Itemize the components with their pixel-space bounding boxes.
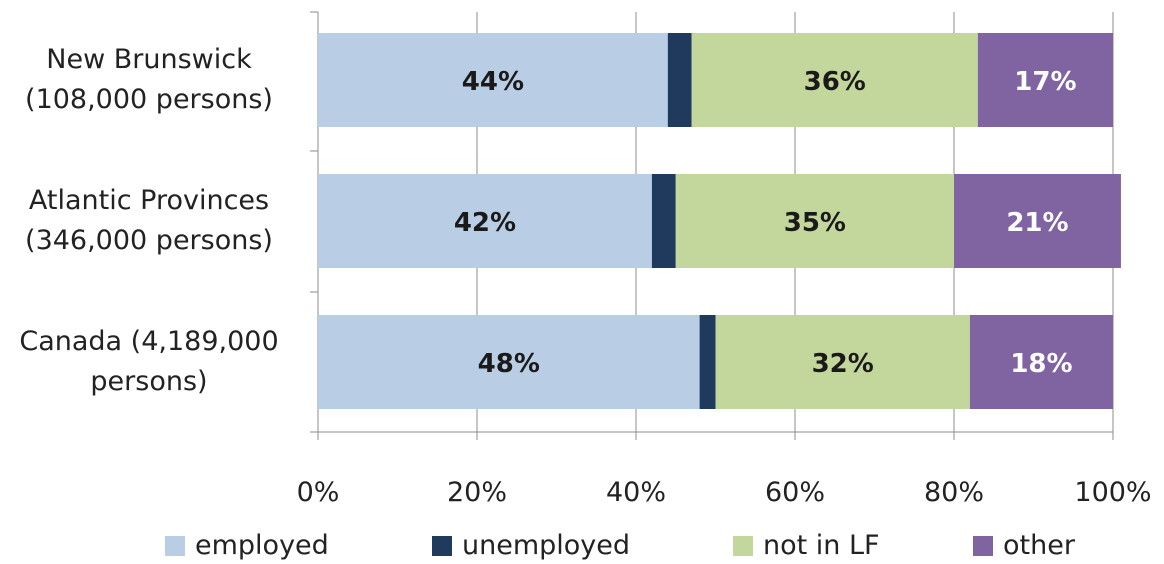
- bar-segment-other: [977, 33, 1113, 127]
- legend-label: unemployed: [462, 530, 631, 561]
- legend-swatch: [973, 536, 993, 556]
- data-label: 18%: [1010, 349, 1072, 379]
- data-label: 21%: [1006, 208, 1068, 238]
- x-tick-label: 0%: [296, 477, 340, 508]
- legend-label: employed: [195, 530, 329, 561]
- legend-swatch: [432, 536, 452, 556]
- legend-item: employed: [165, 528, 329, 564]
- bar-segment-not-in-lf: [715, 315, 970, 409]
- bar-segment-not-in-lf: [691, 33, 978, 127]
- bar-segment-unemployed: [651, 174, 676, 268]
- category-label-line: Atlantic Provinces: [28, 185, 270, 216]
- legend-label: other: [1003, 530, 1075, 561]
- legend-item: unemployed: [432, 528, 630, 564]
- category-label-line: persons): [90, 366, 208, 397]
- data-label: 42%: [454, 208, 516, 238]
- x-tick-label: 20%: [446, 477, 507, 508]
- x-tick-label: 80%: [923, 477, 984, 508]
- category-label-line: (346,000 persons): [25, 225, 273, 256]
- category-label: Canada (4,189,000 persons): [0, 322, 298, 402]
- category-label: Atlantic Provinces (346,000 persons): [0, 181, 298, 261]
- legend-item: not in LF: [733, 528, 880, 564]
- x-tick-label: 40%: [605, 477, 666, 508]
- data-label: 17%: [1014, 67, 1076, 97]
- category-label-line: Canada (4,189,000: [19, 326, 279, 357]
- category-label-line: New Brunswick: [46, 44, 252, 75]
- bar-segment-not-in-lf: [675, 174, 954, 268]
- legend-swatch: [733, 536, 753, 556]
- bar-segment-employed: [318, 174, 652, 268]
- bar-segment-employed: [318, 315, 700, 409]
- data-label: 48%: [478, 349, 540, 379]
- legend-swatch: [165, 536, 185, 556]
- legend-item: other: [973, 528, 1075, 564]
- bar-segment-unemployed: [699, 315, 716, 409]
- bar-segment-other: [954, 174, 1121, 268]
- data-label: 36%: [804, 67, 866, 97]
- bar-segment-employed: [318, 33, 668, 127]
- data-label: 44%: [462, 67, 524, 97]
- bar-segment-unemployed: [667, 33, 692, 127]
- data-label: 32%: [812, 349, 874, 379]
- x-tick-label: 100%: [1074, 477, 1152, 508]
- data-label: 35%: [784, 208, 846, 238]
- x-tick-label: 60%: [764, 477, 825, 508]
- legend-label: not in LF: [763, 530, 880, 561]
- chart-legend: employed unemployed not in LF other: [0, 528, 1164, 564]
- category-label-line: (108,000 persons): [25, 84, 273, 115]
- category-label: New Brunswick (108,000 persons): [0, 40, 298, 120]
- bar-segment-other: [969, 315, 1113, 409]
